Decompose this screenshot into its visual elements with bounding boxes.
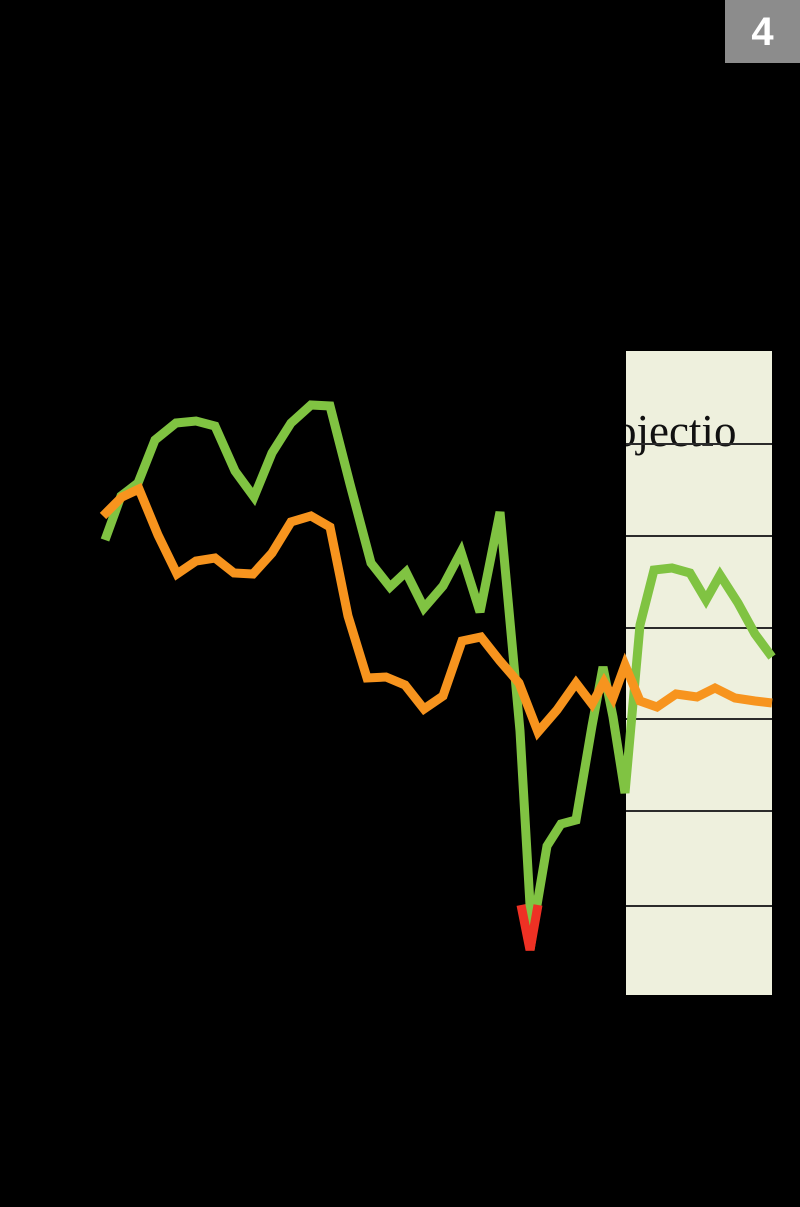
- gridline-5: [626, 810, 772, 812]
- slide-number-text: 4: [751, 9, 774, 54]
- gridline-4: [626, 718, 772, 720]
- gridline-2: [626, 535, 772, 537]
- gridline-3: [626, 627, 772, 629]
- gridline-6: [626, 905, 772, 907]
- projection-label: rojectio: [626, 406, 737, 456]
- gridline-1: [626, 443, 772, 445]
- slide-number-badge: 4: [725, 0, 800, 63]
- series-red-segment: [516, 904, 543, 951]
- projection-band: rojectio: [626, 351, 772, 995]
